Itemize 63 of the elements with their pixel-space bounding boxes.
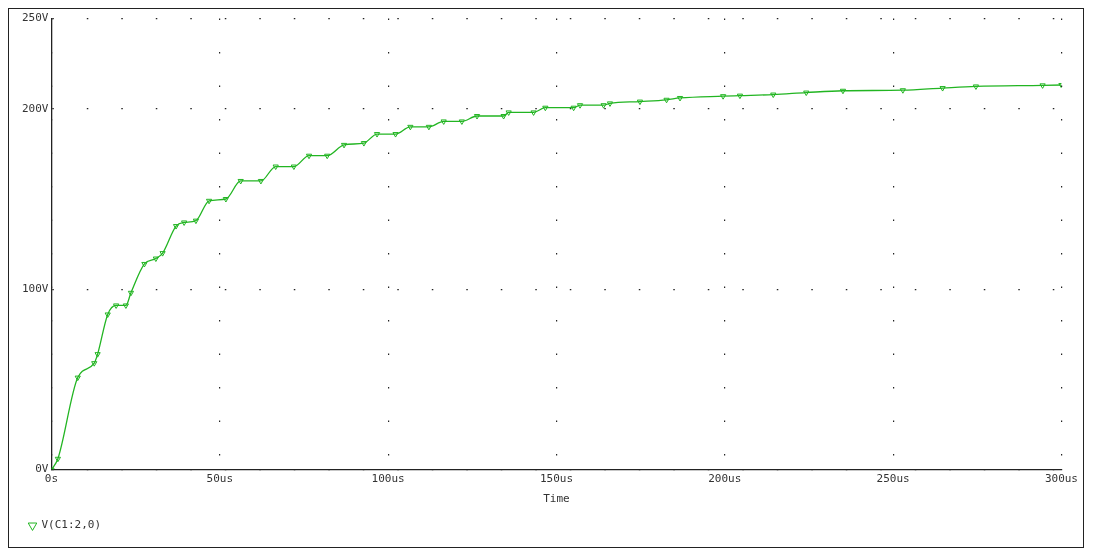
y-tick-label: 100V (21, 282, 49, 296)
point (113, 303, 120, 309)
x-tick-label: 250us (876, 472, 910, 486)
y-tick-label: 200V (21, 101, 49, 115)
point (141, 261, 148, 268)
point (770, 92, 777, 99)
x-tick-label: 50us (206, 472, 234, 486)
point (542, 105, 549, 112)
point (505, 110, 512, 116)
point (305, 153, 313, 160)
point (570, 105, 577, 112)
point (237, 178, 244, 185)
point (91, 361, 98, 367)
point (172, 224, 180, 230)
x-axis-title: Time (543, 492, 570, 506)
point (324, 153, 331, 160)
point (122, 303, 129, 309)
point (636, 99, 644, 106)
point (458, 119, 465, 125)
point (373, 132, 381, 138)
point (360, 141, 367, 147)
point (74, 375, 81, 382)
point (392, 132, 399, 138)
point (192, 218, 200, 225)
x-tick-label: 300us (1044, 472, 1079, 486)
point (104, 312, 111, 318)
point (720, 94, 727, 100)
point (340, 142, 348, 149)
x-tick-label: 100us (371, 472, 405, 486)
x-tick-label: 200us (708, 472, 742, 486)
point (205, 198, 213, 205)
point (127, 290, 135, 297)
point (407, 124, 414, 131)
point (290, 164, 297, 171)
point (530, 110, 537, 116)
point (676, 95, 684, 102)
point (152, 256, 159, 263)
point (939, 86, 946, 92)
point (899, 88, 906, 94)
x-tick-label: 150us (539, 472, 574, 486)
point (600, 103, 607, 109)
point (440, 119, 447, 125)
point (1039, 83, 1046, 89)
point (500, 114, 507, 120)
point (473, 114, 481, 120)
point (159, 251, 166, 257)
point (803, 90, 810, 97)
point (972, 84, 980, 90)
point (425, 124, 432, 131)
point (54, 456, 61, 463)
y-tick-label: 250V (21, 11, 49, 25)
point (257, 178, 264, 185)
legend-label: V(C1:2,0) (41, 518, 102, 532)
point (576, 103, 584, 109)
point (736, 93, 744, 100)
point (663, 97, 670, 104)
point (181, 220, 188, 226)
point (839, 88, 847, 95)
point (222, 197, 229, 203)
point (94, 352, 101, 358)
point (606, 101, 614, 107)
point (272, 164, 279, 171)
x-tick-label: 0s (44, 472, 59, 486)
